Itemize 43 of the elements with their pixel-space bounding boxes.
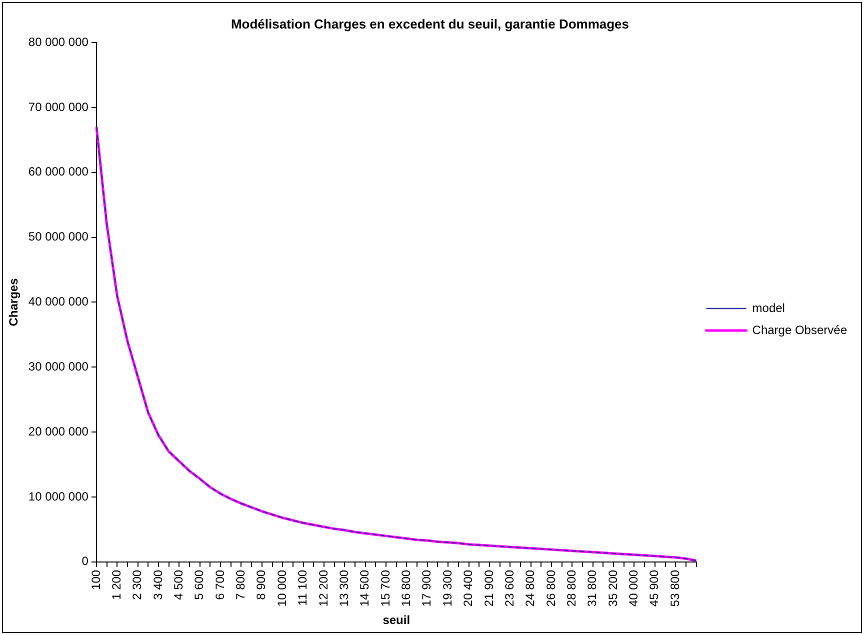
x-tick-label: 19 300 <box>440 570 454 607</box>
y-tick-label: 80 000 000 <box>28 34 89 49</box>
x-tick-label: 13 300 <box>336 570 351 607</box>
x-tick-label: 15 700 <box>378 570 392 607</box>
x-tick-label: 53 800 <box>668 570 682 607</box>
x-tick-label: 35 200 <box>606 570 620 607</box>
x-tick-label: 16 800 <box>399 570 414 607</box>
x-axis-title: seuil <box>382 613 410 628</box>
y-tick-label: 30 000 000 <box>28 359 89 374</box>
x-tick-label: 7 800 <box>234 570 248 600</box>
x-tick-label: 40 000 <box>626 570 641 607</box>
y-tick-label: 20 000 000 <box>28 424 89 438</box>
x-tick-label: 11 100 <box>296 570 310 606</box>
x-tick-label: 2 300 <box>130 570 144 600</box>
x-tick-label: 28 800 <box>564 570 578 607</box>
x-tick-label: 8 900 <box>254 570 268 600</box>
chart-title: Modélisation Charges en excedent du seuil, garantie Dommages <box>230 16 630 32</box>
y-tick-label: 50 000 000 <box>28 230 89 244</box>
x-tick-label: 23 600 <box>502 570 516 607</box>
x-tick-label: 17 900 <box>420 570 434 607</box>
x-tick-label: 1 200 <box>109 570 124 600</box>
y-tick-label: 60 000 000 <box>28 164 89 179</box>
x-tick-label: 24 800 <box>523 570 538 607</box>
x-tick-label: 21 900 <box>482 570 496 607</box>
x-tick-label: 45 900 <box>647 570 662 607</box>
x-tick-label: 4 500 <box>172 570 186 600</box>
x-tick-label: 26 800 <box>544 570 558 607</box>
x-tick-label: 10 000 <box>274 570 289 607</box>
y-axis-title: Charges <box>6 278 21 326</box>
legend-label: Charge Observée <box>752 322 848 337</box>
x-tick-label: 12 200 <box>316 570 330 607</box>
x-tick-label: 20 400 <box>461 570 476 607</box>
y-tick-label: 10 000 000 <box>28 489 89 504</box>
x-tick-label: 5 600 <box>192 570 206 600</box>
y-tick-label: 0 <box>82 554 89 568</box>
x-tick-label: 14 500 <box>358 570 372 607</box>
x-tick-label: 31 800 <box>585 570 600 607</box>
x-tick-label: 6 700 <box>212 570 227 600</box>
y-tick-label: 70 000 000 <box>28 100 89 114</box>
legend-label: model <box>752 300 785 315</box>
x-tick-label: 100 <box>88 570 103 590</box>
x-tick-label: 3 400 <box>150 570 165 600</box>
y-tick-label: 40 000 000 <box>28 294 89 309</box>
